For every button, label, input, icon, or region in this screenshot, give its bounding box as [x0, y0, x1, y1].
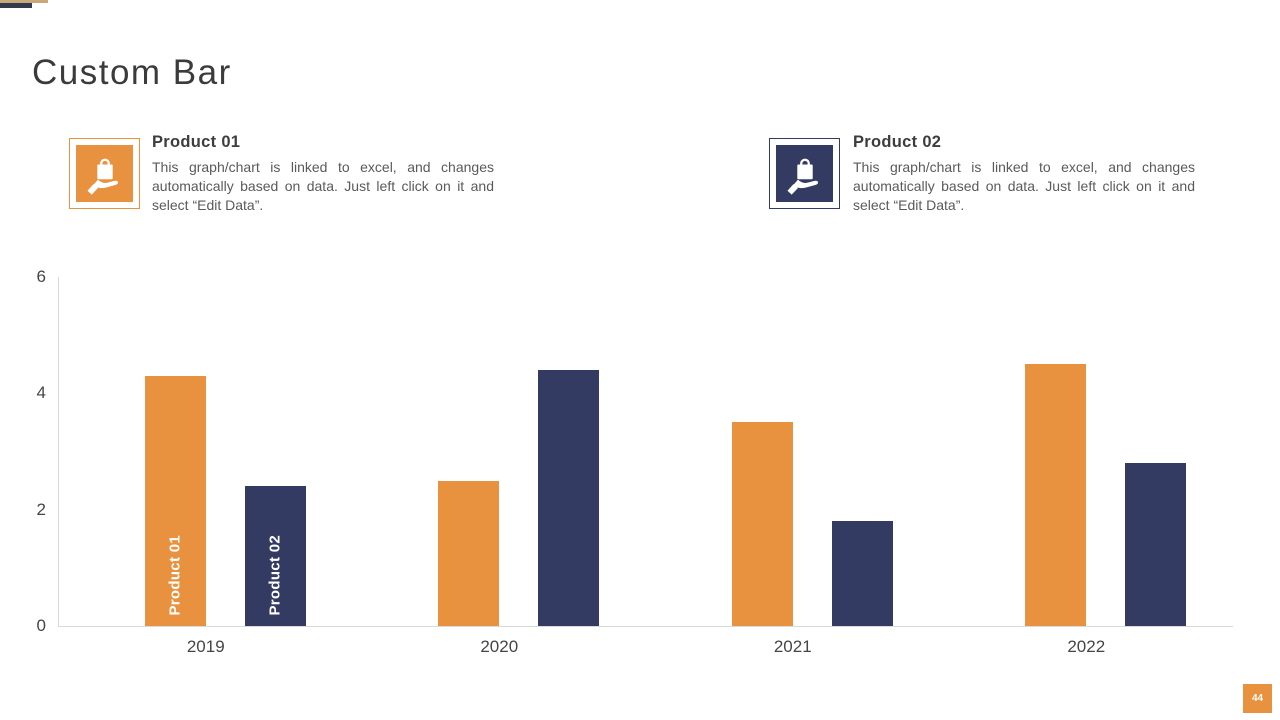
product-02-icon-box	[769, 138, 840, 209]
x-tick-label: 2020	[480, 637, 519, 656]
bar-product-02-2019[interactable]: Product 02	[244, 486, 306, 626]
y-tick-label: 0	[36, 616, 46, 635]
product-01-heading: Product 01	[152, 133, 241, 151]
bar-series-label: Product 01	[166, 535, 184, 616]
product-01-icon-box	[69, 138, 140, 209]
product-02-callout: Product 02 This graph/chart is linked to…	[853, 133, 1195, 215]
bar-product-01-2022[interactable]	[1025, 364, 1087, 626]
bar-product-01-2019[interactable]: Product 01	[144, 375, 206, 626]
hand-holding-bag-icon	[76, 145, 133, 202]
bar-product-02-2022[interactable]	[1125, 463, 1187, 626]
page-number-badge: 44	[1243, 684, 1272, 713]
bar-product-02-2021[interactable]	[831, 521, 893, 626]
y-axis-line	[58, 277, 59, 626]
y-tick-label: 6	[36, 267, 46, 286]
hand-holding-bag-icon	[776, 145, 833, 202]
product-01-description: This graph/chart is linked to excel, and…	[152, 159, 494, 213]
corner-decoration-tan-line	[0, 0, 48, 3]
product-02-heading: Product 02	[853, 133, 942, 151]
page-title: Custom Bar	[32, 53, 232, 93]
y-tick-label: 4	[36, 383, 46, 403]
x-axis-line	[58, 626, 1233, 627]
y-tick-label: 2	[36, 499, 46, 519]
x-tick-label: 2021	[773, 637, 812, 656]
x-tick-label: 2022	[1067, 637, 1106, 656]
product-02-description: This graph/chart is linked to excel, and…	[853, 159, 1195, 213]
bar-series-label: Product 02	[266, 535, 284, 616]
bar-product-01-2020[interactable]	[438, 480, 500, 626]
bar-product-01-2021[interactable]	[731, 422, 793, 626]
plot-area[interactable]: Product 01 Product 02	[59, 277, 1233, 626]
corner-decoration-navy-line	[0, 3, 32, 8]
bar-product-02-2020[interactable]	[538, 370, 600, 626]
y-axis-ticks: 0 2 4 6	[14, 267, 46, 635]
product-01-callout: Product 01 This graph/chart is linked to…	[152, 133, 494, 215]
x-tick-label: 2019	[186, 637, 225, 656]
x-axis-labels: 2019 2020 2021 2022	[59, 637, 1233, 661]
